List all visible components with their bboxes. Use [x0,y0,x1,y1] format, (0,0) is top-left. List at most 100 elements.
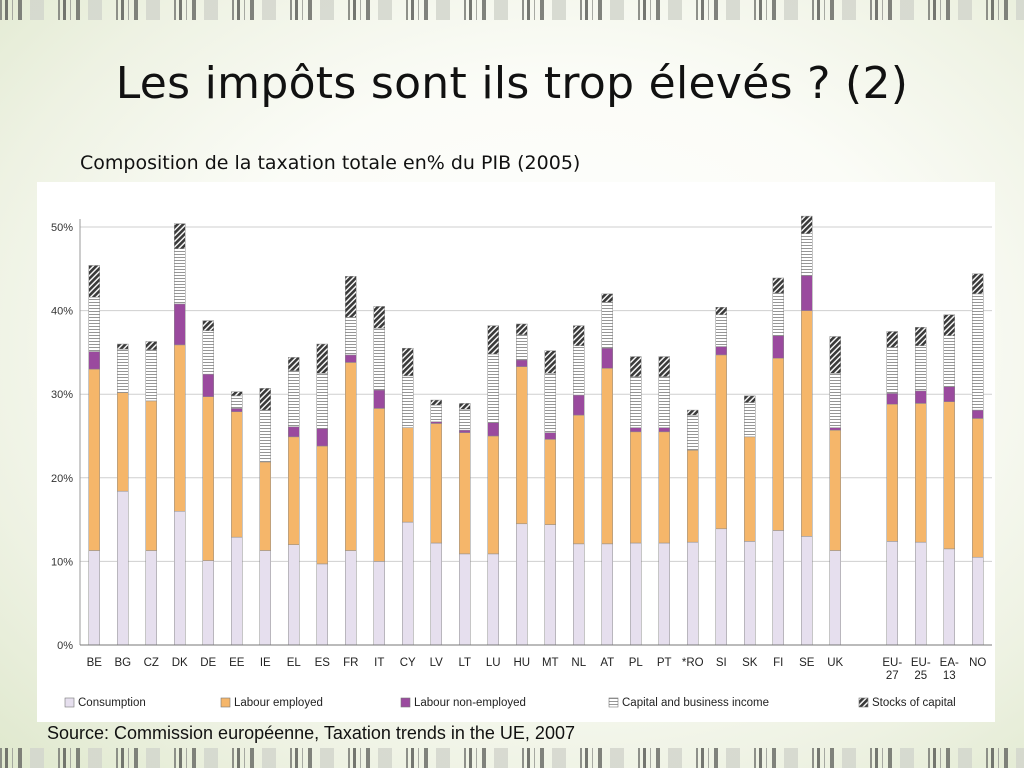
bar-segment-se-labour-employed [801,310,813,537]
bar-segment-fi-labour-employed [772,358,784,531]
decorative-bottom-strip [0,748,1024,768]
bar-segment-no-labour-non-employed [972,409,984,419]
bar-segment-cy-labour-employed [402,427,414,523]
bar-segment-si-consumption [715,528,727,646]
bars-group [88,215,984,646]
x-tick-label: SK [742,657,758,669]
bar-segment-sk-consumption [744,541,756,646]
bar-segment-cy-capital-and-business-income [402,375,414,428]
bar-segment-no-consumption [972,556,984,646]
bar-segment-uk-stocks-of-capital [829,336,841,374]
legend: Consumption Labour employed Labour non-emp… [64,697,956,709]
bar-segment-fi-consumption [772,530,784,646]
bar-segment-hu-stocks-of-capital [516,323,528,336]
y-tick-label: 40% [51,306,73,318]
legend-swatch [64,697,75,708]
x-tick-label: *RO [682,657,704,669]
bar-segment-be-labour-employed [88,368,100,551]
bar-segment-lv-labour-employed [430,423,442,544]
bar-segment-cz-labour-employed [145,400,157,551]
legend-label: Labour non-employed [414,697,526,709]
bar-segment-no-capital-and-business-income [972,293,984,411]
bar-segment-ee-consumption [231,536,243,646]
bar-segment-ee-labour-employed [231,411,243,538]
bar-segment-fr-labour-employed [345,362,357,551]
legend-label: Stocks of capital [872,697,956,709]
x-tick-label: DE [200,657,216,669]
bar-segment-si-labour-employed [715,354,727,530]
bar-segment-bg-stocks-of-capital [117,343,129,350]
bar-segment-pt-consumption [658,542,670,646]
bar-segment-cz-consumption [145,550,157,646]
x-tick-label: FI [773,657,783,669]
bar-segment-it-consumption [373,561,385,646]
bar-segment-si-capital-and-business-income [715,314,727,347]
bar-segment-fr-stocks-of-capital [345,276,357,318]
x-tick-label: 13 [943,670,956,682]
bar-segment-pt-labour-employed [658,431,670,544]
source-note: Source: Commission européenne, Taxation … [47,723,575,743]
bar-segment-lt-capital-and-business-income [459,408,471,431]
bar-segment-at-stocks-of-capital [601,293,613,303]
bar-segment-ro-capital-and-business-income [687,414,699,451]
y-axis: 0% 10% 20% 30% 40% 50% [51,219,81,652]
bar-segment-at-consumption [601,543,613,646]
bar-segment-cy-stocks-of-capital [402,347,414,377]
legend-swatch [608,697,619,708]
bar-segment-pl-capital-and-business-income [630,376,642,428]
bar-segment-mt-labour-non-employed [544,432,556,440]
bar-segment-sk-capital-and-business-income [744,402,756,438]
bar-segment-nl-consumption [573,543,585,646]
bar-segment-fi-capital-and-business-income [772,292,784,336]
bar-segment-es-labour-non-employed [316,428,328,447]
bar-segment-el-consumption [288,544,300,646]
bar-segment-lv-labour-non-employed [430,421,442,424]
bar-segment-ea-13-labour-employed [943,401,955,550]
x-tick-label: FR [343,657,358,669]
bar-segment-eu-27-consumption [886,541,898,646]
x-tick-label: MT [542,657,559,669]
bar-segment-cz-capital-and-business-income [145,349,157,402]
bar-segment-es-consumption [316,563,328,646]
bar-segment-lv-consumption [430,542,442,646]
bar-segment-no-stocks-of-capital [972,273,984,295]
bar-segment-lu-consumption [487,553,499,646]
bar-segment-sk-labour-employed [744,436,756,542]
bar-segment-ie-consumption [259,550,271,646]
x-tick-label: ES [315,657,331,669]
bar-segment-fr-capital-and-business-income [345,317,357,356]
bar-segment-fi-stocks-of-capital [772,277,784,294]
bar-segment-fi-labour-non-employed [772,335,784,359]
x-tick-label: SI [716,657,727,669]
x-tick-label: IT [374,657,384,669]
bar-segment-es-capital-and-business-income [316,373,328,429]
bar-segment-mt-labour-employed [544,439,556,525]
bar-segment-ie-labour-employed [259,461,271,551]
bar-segment-bg-consumption [117,490,129,646]
bar-segment-dk-consumption [174,510,186,646]
bar-segment-de-labour-employed [202,396,214,561]
stacked-bar-chart: 0% 10% 20% 30% 40% 50% BE BG CZ DK DE EE IE EL ES FR IT… [51,215,992,709]
y-tick-label: 30% [51,389,73,401]
x-tick-label: DK [172,657,188,669]
legend-label: Capital and business income [622,697,769,709]
bar-segment-ee-capital-and-business-income [231,395,243,409]
bar-segment-el-labour-employed [288,436,300,545]
bar-segment-mt-capital-and-business-income [544,373,556,433]
bar-segment-ro-stocks-of-capital [687,409,699,416]
bar-segment-hu-consumption [516,523,528,646]
bar-segment-be-labour-non-employed [88,351,100,370]
x-tick-label: PL [629,657,644,669]
x-tick-label: CY [400,657,416,669]
bar-segment-nl-capital-and-business-income [573,345,585,396]
bar-segment-ea-13-consumption [943,548,955,646]
bar-segment-pt-labour-non-employed [658,427,670,433]
bar-segment-lt-labour-employed [459,432,471,555]
bar-segment-es-stocks-of-capital [316,343,328,374]
x-tick-label: BE [87,657,103,669]
bar-segment-hu-labour-non-employed [516,359,528,367]
slide-title: Les impôts sont ils trop élevés ? (2) [115,58,909,109]
bar-segment-fr-consumption [345,550,357,646]
bar-segment-eu-25-labour-employed [915,403,927,543]
bar-segment-se-consumption [801,536,813,646]
